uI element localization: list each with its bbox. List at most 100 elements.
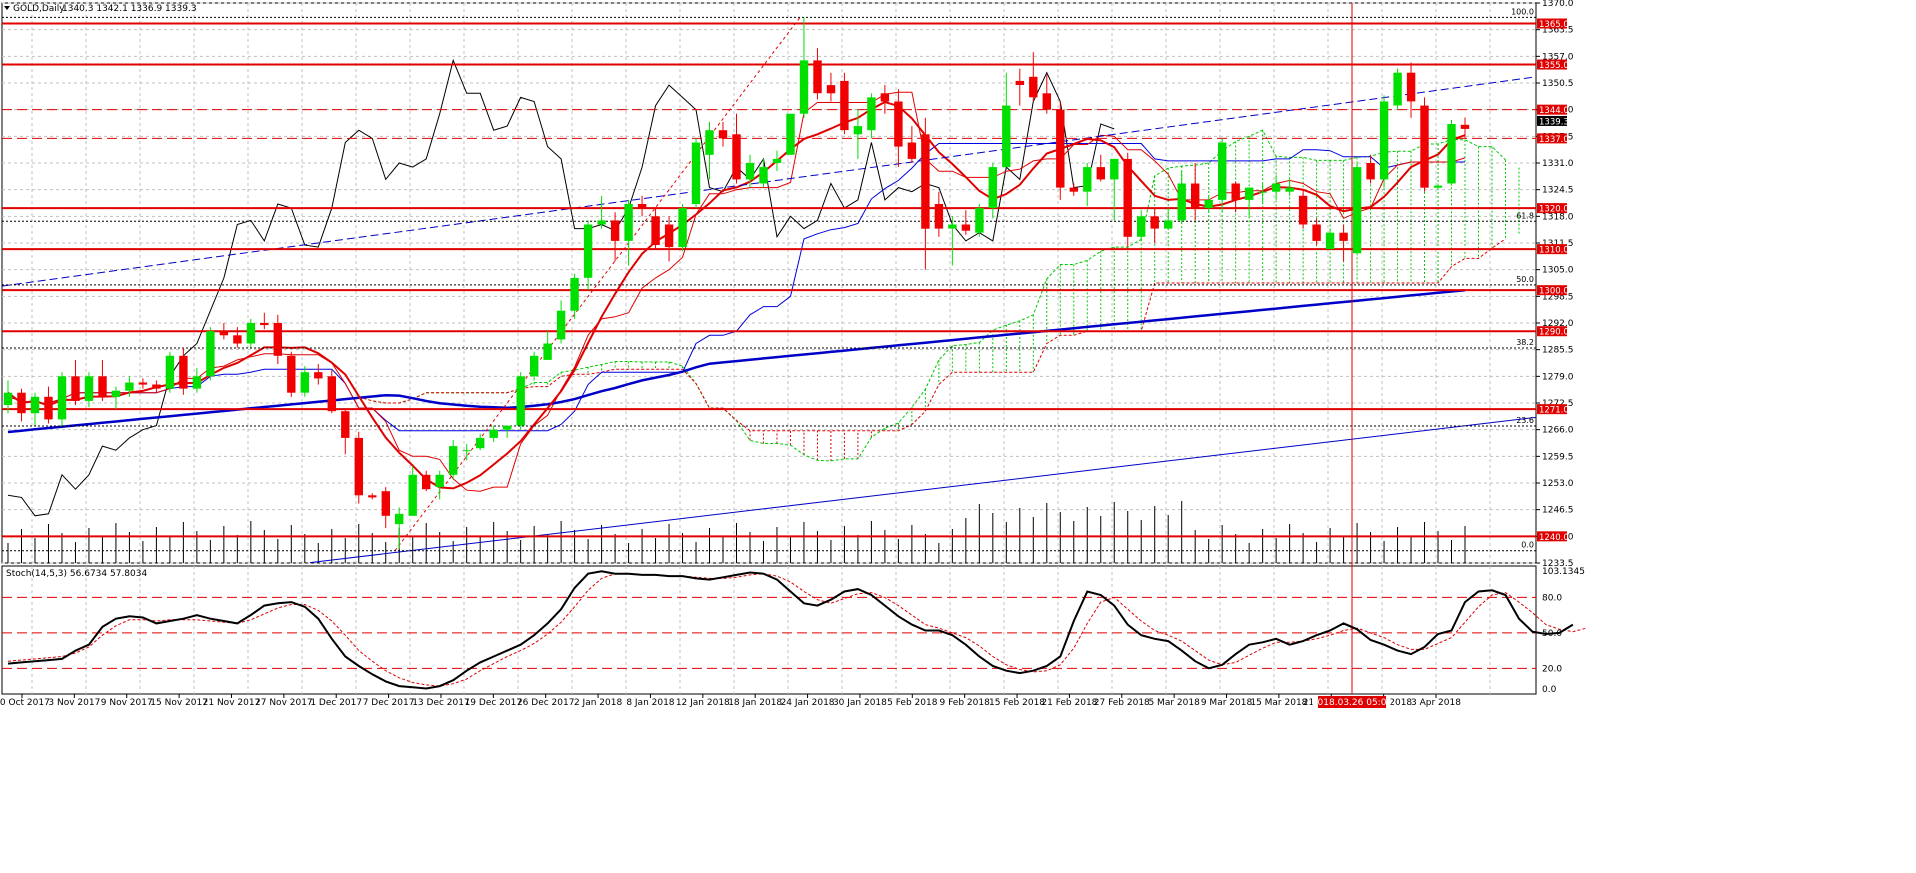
candle-body <box>1406 72 1416 102</box>
candle-body <box>1083 167 1092 192</box>
price-axis: 1370.01363.51357.01350.51344.01337.51331… <box>1536 0 1574 569</box>
candle-body <box>462 450 471 452</box>
candle-body <box>610 220 620 241</box>
date-tick-label: 5 Mar 2018 <box>1148 698 1200 708</box>
stochastic-pane: Stoch(14,5,3) 56.6734 57.8034 <box>2 569 1587 690</box>
candle-body <box>1002 105 1011 168</box>
candle-body <box>1096 167 1105 180</box>
date-tick-label: 3 Nov 2017 <box>48 698 100 708</box>
level-tag-bg <box>1537 285 1567 296</box>
candle-body <box>300 372 309 393</box>
level-tag-bg <box>1537 326 1567 337</box>
date-tick-label: 30 Oct 2017 <box>0 698 50 708</box>
senkou-span-b <box>358 238 1506 432</box>
candle-body <box>1245 187 1254 200</box>
candle-body <box>1393 72 1402 106</box>
candle-body <box>1420 105 1429 188</box>
stoch-label: Stoch(14,5,3) 56.6734 57.8034 <box>6 569 147 579</box>
date-tick-label: 7 Dec 2017 <box>363 698 415 708</box>
candle-body <box>1110 158 1119 180</box>
price-tick-label: 1253.0 <box>1542 479 1574 489</box>
candle-body <box>826 85 836 94</box>
date-tick-label: 13 Dec 2017 <box>412 698 470 708</box>
candle-body <box>476 437 485 449</box>
candle-body <box>1339 232 1348 241</box>
date-tick-label: 21 Nov 2017 <box>203 698 261 708</box>
date-tick-label: 21 Feb 2018 <box>1041 698 1097 708</box>
candle-body <box>718 130 728 139</box>
candle-body <box>894 101 903 147</box>
price-tick-label: 1266.0 <box>1542 426 1574 436</box>
fib-trend <box>394 17 801 551</box>
fib-level-label: 23.6 <box>1516 416 1534 425</box>
date-tick-label: 15 Mar 2018 <box>1250 698 1307 708</box>
candle-body <box>664 224 674 248</box>
candle-body <box>799 60 809 114</box>
level-tag-label: 1355.0 <box>1539 61 1569 71</box>
candle-body <box>934 204 944 229</box>
candle-body <box>273 323 282 356</box>
candle-body <box>395 513 404 525</box>
candle-body <box>853 126 863 135</box>
level-tag-bg <box>1537 104 1567 115</box>
level-tag-label: 1320.0 <box>1539 205 1569 215</box>
price-tick-label: 1311.5 <box>1542 239 1574 249</box>
date-tick-label: 8 Jan 2018 <box>626 698 674 708</box>
fib-level-label: 61.8 <box>1516 211 1534 220</box>
candle-body <box>840 80 849 131</box>
candle-body <box>368 495 377 498</box>
fib-level-label: 38.2 <box>1516 338 1534 347</box>
candle-body <box>1298 195 1308 225</box>
price-tick-label: 1331.0 <box>1542 159 1574 169</box>
stoch-main-line <box>7 570 1574 690</box>
candle-body <box>732 134 741 180</box>
level-tag-bg <box>1537 531 1567 542</box>
date-tick-label: 19 Dec 2017 <box>465 698 523 708</box>
candle-body <box>3 392 13 405</box>
level-tag-bg <box>1537 404 1567 415</box>
candle-body <box>543 343 552 360</box>
candle-body <box>233 335 242 344</box>
date-tick-label: 27 Nov 2017 <box>255 698 313 708</box>
date-tick-label: 1 Dec 2017 <box>310 698 362 708</box>
candle-body <box>57 376 67 420</box>
candle-body <box>745 163 755 180</box>
candle-body <box>691 142 701 204</box>
date-tick-label: 27 Feb 2018 <box>1094 698 1150 708</box>
candle-body <box>1433 185 1443 188</box>
price-tick-label: 1272.5 <box>1542 399 1574 409</box>
dropdown-arrow-icon <box>4 6 10 10</box>
candle-body <box>948 224 957 229</box>
candle-body <box>71 376 80 401</box>
candle-body <box>1056 109 1065 188</box>
candle-body <box>246 323 256 344</box>
candle-body <box>637 204 647 209</box>
candle-body <box>1312 224 1321 241</box>
candle-body <box>1191 183 1200 209</box>
current-price-tag-bg <box>1537 115 1567 126</box>
candle-body <box>435 474 444 488</box>
trendline-upper <box>1 76 1537 287</box>
stoch-tick-label: 0.0 <box>1542 685 1557 695</box>
date-tick-label: 24 Jan 2018 <box>781 698 835 708</box>
candle-body <box>152 384 161 389</box>
candle-body <box>354 437 363 496</box>
candle-body <box>975 208 984 233</box>
candle-body <box>125 382 134 391</box>
main-pane-frame <box>1 2 1537 564</box>
candle-body <box>1137 216 1146 237</box>
level-tag-bg <box>1537 133 1567 144</box>
price-tick-label: 1357.0 <box>1542 52 1574 62</box>
date-tick-label: 3 Apr 2018 <box>1411 698 1461 708</box>
candle-body <box>570 277 579 311</box>
candle-body <box>179 355 188 389</box>
candle-body <box>583 224 593 278</box>
candle-body <box>1460 124 1470 129</box>
level-tag-bg <box>1537 59 1567 70</box>
stoch-tick-label: 103.1345 <box>1542 567 1585 577</box>
chikou-line <box>7 58 1115 517</box>
date-tick-label: 5 Feb 2018 <box>887 698 938 708</box>
